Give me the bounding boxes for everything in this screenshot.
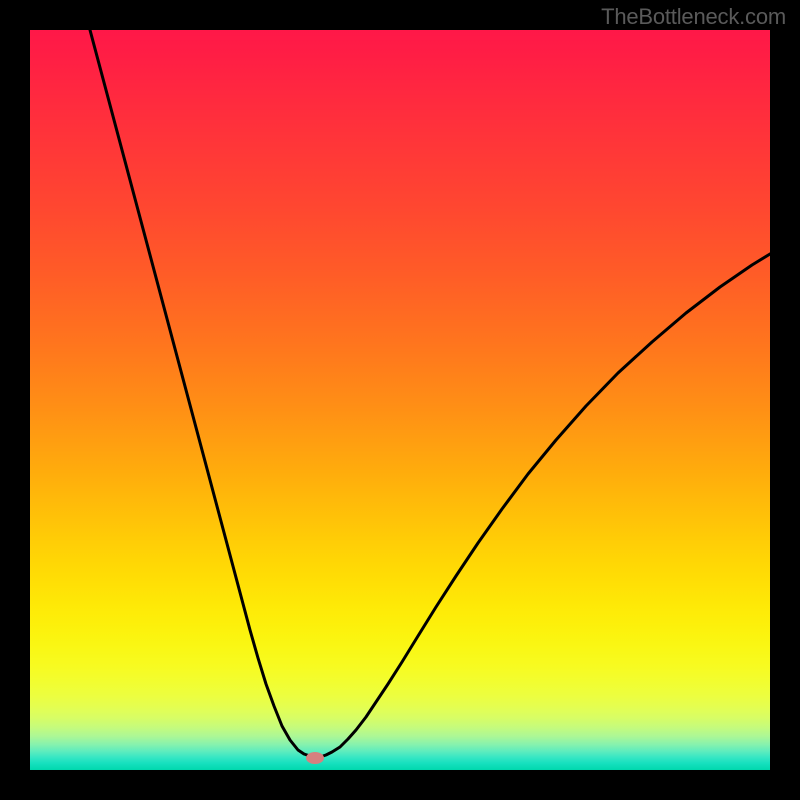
watermark-text: TheBottleneck.com (601, 4, 786, 30)
bottleneck-chart (30, 30, 770, 770)
optimal-point-marker (306, 752, 324, 764)
gradient-background (30, 30, 770, 770)
chart-plot-area (30, 30, 770, 770)
